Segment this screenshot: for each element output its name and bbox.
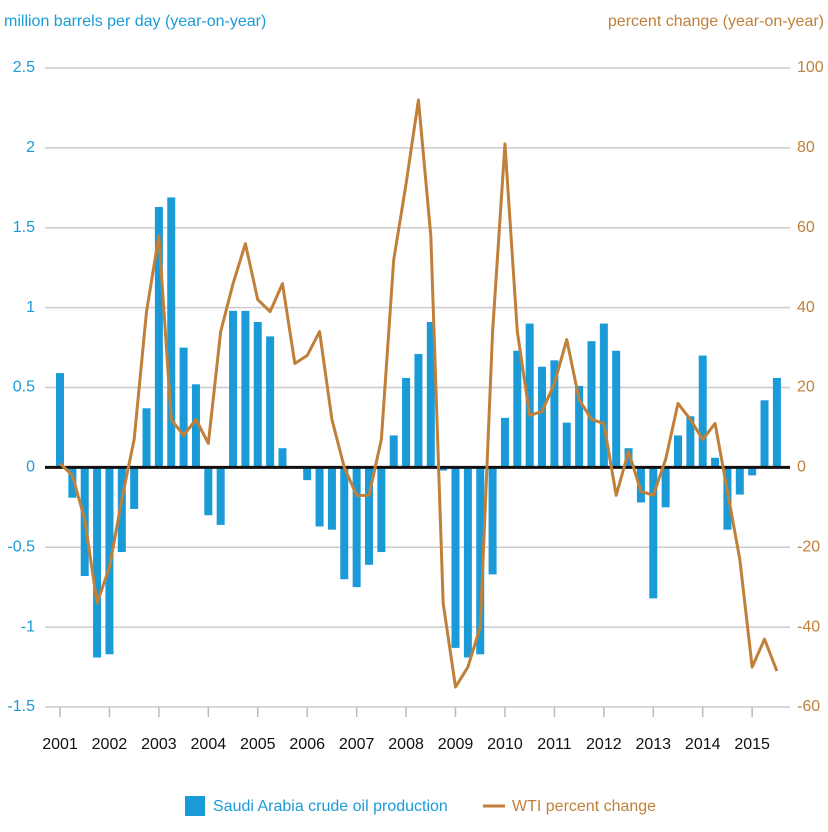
bar: [476, 467, 485, 655]
bar: [389, 435, 398, 468]
bar: [377, 467, 386, 553]
bar: [253, 322, 262, 468]
line: [58, 98, 779, 689]
y2-tick-label: -60: [797, 698, 820, 715]
y-tick-label: -0.5: [7, 538, 35, 555]
legend-label: Saudi Arabia crude oil production: [213, 798, 448, 815]
bar: [365, 467, 373, 565]
bar: [340, 467, 349, 580]
legend-label: WTI percent change: [512, 798, 656, 815]
y-tick-label: 0: [26, 459, 35, 476]
y2-tick-label: -20: [797, 538, 820, 555]
x-tick-label: 2006: [289, 736, 325, 753]
bar: [303, 467, 312, 481]
bar: [500, 417, 509, 468]
bar: [599, 323, 608, 468]
bar: [352, 467, 361, 588]
bar: [550, 360, 559, 468]
bar: [525, 323, 534, 468]
x-tick-label: 2011: [537, 736, 572, 753]
x-tick-label: 2008: [388, 736, 424, 753]
y-tick-label: -1: [21, 618, 35, 635]
bar: [179, 347, 188, 468]
x-tick-label: 2007: [339, 736, 375, 753]
bar: [167, 197, 176, 468]
y-tick-label: 1.5: [13, 219, 35, 236]
bar: [191, 384, 200, 468]
bar: [674, 435, 682, 468]
y2-axis-title: percent change (year-on-year): [608, 13, 824, 30]
bar: [216, 467, 225, 525]
y-axis-title: million barrels per day (year-on-year): [4, 13, 266, 30]
x-tick-label: 2002: [92, 736, 128, 753]
bar: [772, 377, 781, 468]
x-tick-label: 2013: [635, 736, 671, 753]
bar: [748, 467, 757, 476]
bar: [612, 350, 621, 468]
bar: [402, 377, 411, 468]
y2-tick-label: 20: [797, 379, 815, 396]
bar: [575, 385, 584, 468]
bar: [327, 467, 336, 530]
bar: [636, 467, 645, 503]
bar: [414, 353, 423, 468]
x-tick-label: 2005: [240, 736, 276, 753]
bar: [142, 408, 151, 468]
bar: [624, 448, 633, 468]
bar: [117, 467, 126, 553]
bar: [513, 350, 522, 468]
x-tick-label: 2012: [586, 736, 622, 753]
y-tick-label: 2.5: [13, 59, 35, 76]
bar: [661, 467, 670, 508]
y-tick-label: 1: [26, 299, 35, 316]
x-tick-label: 2004: [191, 736, 227, 753]
bar: [463, 467, 472, 658]
x-tick-label: 2003: [141, 736, 177, 753]
y2-tick-label: 100: [797, 59, 824, 76]
y2-tick-label: 80: [797, 139, 815, 156]
bar: [439, 467, 448, 471]
legend-swatch: [185, 796, 205, 816]
bar: [587, 341, 596, 468]
y-tick-label: 0.5: [13, 379, 35, 396]
bar: [93, 467, 102, 658]
y2-tick-label: 60: [797, 219, 815, 236]
x-tick-label: 2001: [42, 736, 78, 753]
x-tick-label: 2010: [487, 736, 523, 753]
x-tick-label: 2009: [438, 736, 474, 753]
y2-tick-label: -40: [797, 618, 820, 635]
bar: [735, 467, 744, 495]
bar: [686, 416, 695, 468]
x-tick-label: 2015: [734, 736, 770, 753]
bar: [562, 422, 571, 468]
x-tick-label: 2014: [685, 736, 721, 753]
bar: [426, 322, 435, 468]
bar: [488, 467, 497, 575]
bar: [698, 355, 707, 468]
bar: [241, 310, 250, 468]
bar: [130, 467, 139, 509]
bar: [451, 467, 460, 648]
bar: [538, 366, 547, 468]
bar: [266, 336, 275, 468]
bar: [649, 467, 658, 599]
bar: [711, 457, 720, 468]
bar: [278, 448, 287, 468]
y2-tick-label: 40: [797, 299, 815, 316]
y-tick-label: -1.5: [7, 698, 35, 715]
y2-tick-label: 0: [797, 459, 806, 476]
bar: [760, 400, 769, 468]
bar: [204, 467, 213, 516]
bar: [315, 467, 324, 527]
bar: [56, 373, 64, 468]
bar: [229, 310, 238, 468]
bar: [68, 467, 77, 498]
y-tick-label: 2: [26, 139, 35, 156]
bar: [154, 206, 163, 468]
